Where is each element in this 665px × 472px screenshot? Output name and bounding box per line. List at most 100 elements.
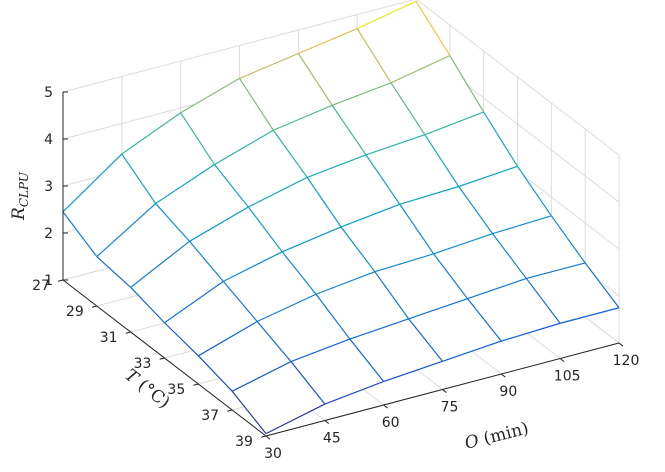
surface-face [214, 130, 308, 207]
y-tick-mark [58, 279, 64, 282]
surface-edge-t [164, 322, 199, 357]
surface-face [282, 226, 375, 295]
surface-edge-o [374, 253, 434, 273]
surface-edge-t [356, 28, 392, 84]
surface-edge-t [467, 298, 502, 342]
y-tick-label: 31 [100, 330, 118, 346]
surface-edge-t [247, 206, 283, 253]
surface-mesh [62, 0, 620, 435]
y-tick-mark [227, 409, 233, 412]
y-tick-mark [193, 383, 199, 386]
surface-face [424, 112, 518, 187]
surface-edge-t [315, 293, 351, 340]
surface-edge-t [550, 215, 586, 264]
surface-edge-o [298, 28, 358, 55]
x-tick-mark [559, 358, 565, 362]
x-tick-mark [442, 389, 447, 393]
surface-face [223, 251, 316, 322]
surface-edge-o [265, 403, 326, 435]
surface-face [164, 281, 258, 356]
surface-edge-t [331, 105, 367, 156]
surface-edge-o [458, 165, 518, 188]
surface-face [298, 28, 391, 106]
surface-edge-t [155, 203, 190, 242]
surface-edge-t [231, 390, 267, 435]
surface-edge-t [180, 112, 216, 165]
surface-edge-t [130, 286, 165, 324]
surface-edge-o [273, 104, 333, 131]
surface-edge-o [62, 153, 123, 213]
surface-edge-t [517, 165, 552, 217]
y-tick-label: 33 [134, 356, 152, 372]
surface-edge-o [408, 298, 468, 320]
surface-edge-t [297, 53, 333, 106]
y-tick-mark [125, 331, 131, 334]
surface-edge-o [560, 307, 620, 324]
surface-edge-o [383, 360, 443, 383]
surface-face [399, 186, 493, 254]
surface-edge-o [198, 320, 258, 357]
surface-edge-t [121, 153, 157, 204]
surface-edge-t [492, 233, 527, 279]
surface-edge-o [526, 262, 586, 280]
surface-edge-o [189, 206, 249, 242]
x-tick-label: 105 [554, 369, 581, 385]
surface-edge-o [365, 134, 426, 156]
y-tick-label: 39 [235, 434, 253, 450]
surface-face [121, 112, 215, 204]
surface-edge-o [290, 338, 351, 363]
surface-edge-o [223, 251, 283, 282]
surface-edge-t [365, 154, 401, 205]
surface-face [408, 298, 502, 362]
z-tick-label: 3 [44, 179, 53, 195]
surface-edge-t [290, 361, 326, 405]
surface-face [198, 321, 291, 392]
surface-edge-o [281, 226, 342, 253]
surface-edge-o [306, 154, 367, 178]
surface-edge-o [331, 82, 392, 106]
surface-edge-t [458, 186, 493, 234]
surface-edge-o [424, 111, 484, 136]
surface-edge-t [62, 211, 98, 258]
surface-face [239, 53, 333, 131]
x-tick-mark [383, 404, 388, 409]
surface-face [332, 82, 425, 155]
surface-edge-t [390, 82, 426, 135]
surface-edge-o [130, 240, 190, 288]
surface-edge-t [424, 134, 460, 187]
surface-edge-o [399, 185, 459, 205]
surface-face [316, 271, 409, 340]
x-tick-mark [618, 342, 624, 347]
surface-edge-t [340, 226, 376, 273]
surface-edge-o [256, 293, 317, 323]
x-axis-label: O (min) [463, 419, 531, 454]
surface-edge-t [433, 253, 468, 300]
surface-face [307, 154, 400, 227]
z-tick-label: 5 [44, 85, 53, 101]
surface-edge-o [390, 55, 451, 84]
surface-edge-t [214, 164, 249, 208]
x-tick-mark [501, 373, 506, 378]
surface-edge-o [155, 164, 215, 205]
y-tick-label: 37 [201, 408, 219, 424]
surface-edge-o [340, 203, 401, 228]
surface-edge-t [256, 321, 292, 362]
surface-edge-t [238, 78, 274, 131]
x-tick-mark [324, 420, 330, 424]
surface-edge-o [315, 271, 376, 295]
x-tick-label: 90 [499, 384, 517, 400]
surface-edge-t [399, 204, 435, 255]
surface-face [433, 233, 527, 299]
surface-edge-o [164, 280, 224, 324]
axes [58, 91, 624, 440]
back-wall-gridline-z [62, 0, 415, 93]
surface-edge-o [356, 0, 417, 30]
y-tick-mark [159, 357, 165, 360]
y-tick-label: 35 [167, 382, 185, 398]
surface-face [130, 241, 224, 323]
x-tick-label: 120 [613, 353, 640, 369]
surface-edge-o [121, 112, 182, 155]
surface-edge-t [449, 55, 485, 113]
surface-edge-t [525, 278, 561, 324]
